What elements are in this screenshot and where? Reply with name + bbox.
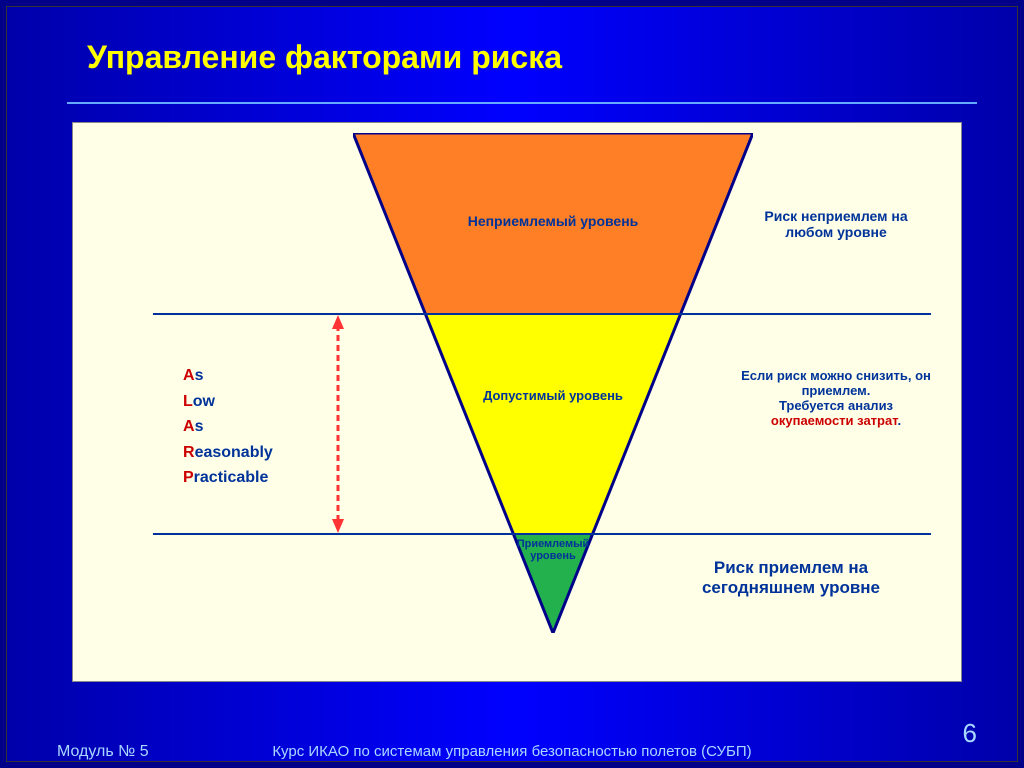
- alarp-line: As: [183, 414, 273, 440]
- region-label-tolerable: Допустимый уровень: [473, 388, 633, 403]
- triangle-mid-region: [425, 313, 681, 533]
- alarp-line: Low: [183, 389, 273, 415]
- annotation-mid-period: .: [897, 413, 901, 428]
- diagram-canvas: Неприемлемый уровень Допустимый уровень …: [72, 122, 962, 682]
- slide: Управление факторами риска Неприемлемый …: [6, 6, 1018, 762]
- alarp-line: As: [183, 363, 273, 389]
- alarp-line: Practicable: [183, 465, 273, 491]
- annotation-mid: Если риск можно снизить, он приемлем. Тр…: [741, 368, 931, 428]
- slide-title: Управление факторами риска: [87, 39, 957, 76]
- divider-line-lower: [153, 533, 931, 535]
- divider-line-upper: [153, 313, 931, 315]
- title-underline: [67, 102, 977, 104]
- course-label: Курс ИКАО по системам управления безопас…: [7, 743, 1017, 760]
- alarp-range-arrow: [328, 315, 348, 533]
- annotation-bottom: Риск приемлем на сегодняшнем уровне: [681, 558, 901, 598]
- annotation-mid-line1: Если риск можно снизить, он приемлем.: [741, 368, 931, 398]
- region-label-unacceptable: Неприемлемый уровень: [463, 213, 643, 229]
- annotation-mid-line2: Требуется анализ: [779, 398, 893, 413]
- page-number: 6: [963, 718, 977, 749]
- annotation-top: Риск неприемлем на любом уровне: [741, 208, 931, 240]
- region-label-acceptable: Приемлемый уровень: [513, 538, 593, 562]
- alarp-acronym: As Low As Reasonably Practicable: [183, 363, 273, 491]
- alarp-line: Reasonably: [183, 440, 273, 466]
- annotation-mid-red: окупаемости затрат: [771, 413, 898, 428]
